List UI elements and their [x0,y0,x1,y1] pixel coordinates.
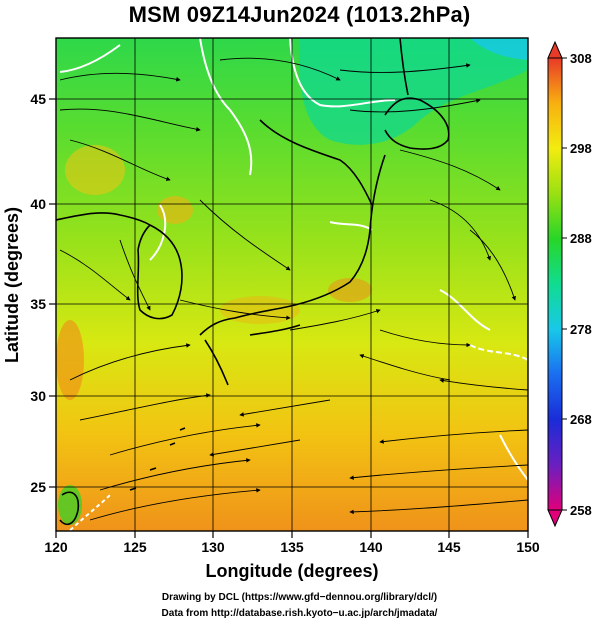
y-tick-label: 25 [30,479,46,495]
y-tick-label: 40 [30,196,46,212]
colorbar-upper-triangle [547,40,563,59]
colorbar: 308 298 288 278 268 258 [547,40,592,528]
credit-drawing: Drawing by DCL (https://www.gfd−dennou.o… [161,592,438,603]
y-tick-label: 35 [30,296,46,312]
x-tick-label: 130 [201,539,225,555]
x-tick-label: 145 [437,539,461,555]
map-title: MSM 09Z14Jun2024 (1013.2hPa) [128,2,471,27]
x-tick-label: 140 [359,539,383,555]
colorbar-lower-triangle [547,509,563,528]
axis-ticks [49,98,529,538]
x-tick-label: 125 [123,539,147,555]
y-axis-title: Latitude (degrees) [2,207,22,363]
y-tick-label: 30 [30,388,46,404]
x-tick-label: 120 [44,539,68,555]
colorbar-label: 308 [570,51,592,66]
colorbar-label: 258 [570,503,592,518]
lat-lon-grid [56,38,528,531]
y-tick-label: 45 [30,91,46,107]
x-tick-label: 135 [280,539,304,555]
colorbar-label: 298 [570,141,592,156]
isotherm-contours [59,38,528,531]
colorbar-label: 288 [570,231,592,246]
x-tick-label: 150 [516,539,540,555]
x-axis-title: Longitude (degrees) [205,561,378,581]
credit-data-source: Data from http://database.rish.kyoto−u.a… [161,608,438,619]
colorbar-label: 268 [570,412,592,427]
colorbar-label: 278 [570,322,592,337]
